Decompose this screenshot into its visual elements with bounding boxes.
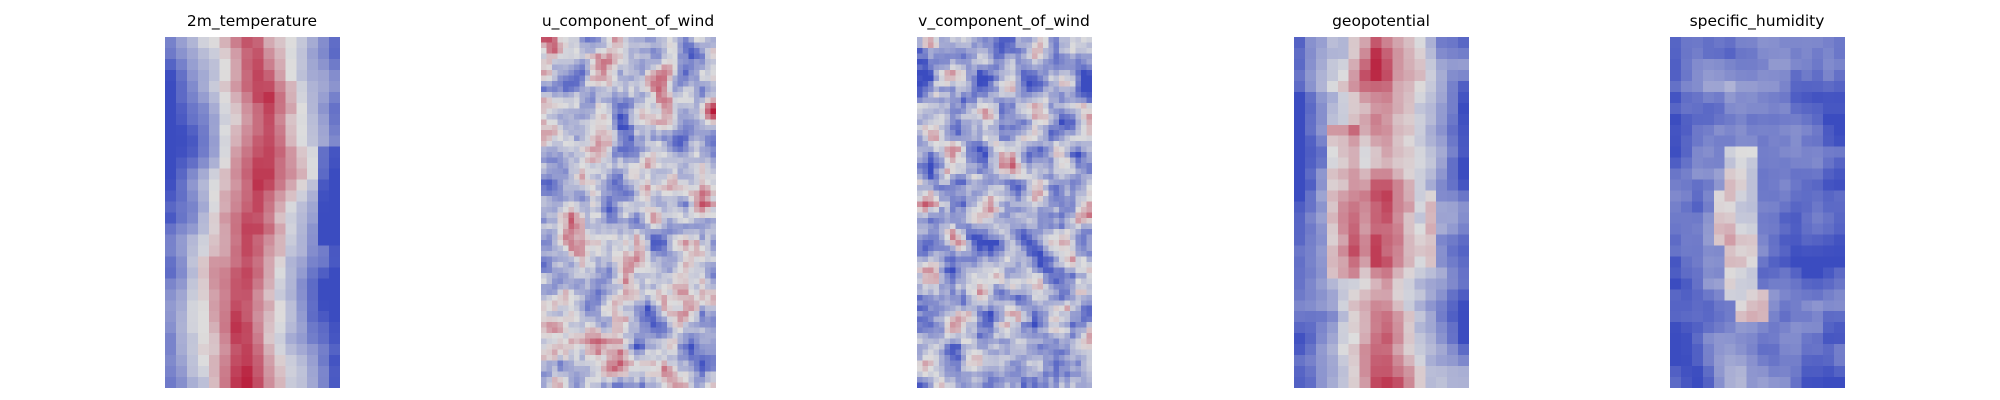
panel-title: geopotential <box>1332 12 1430 30</box>
panel-title: 2m_temperature <box>186 12 318 30</box>
panel-title: v_component_of_wind <box>918 12 1090 30</box>
heatmap-panel-u-component-of-wind: u_component_of_wind <box>498 0 758 400</box>
heatmap-image <box>917 37 1092 388</box>
heatmap-panel-specific-humidity: specific_humidity <box>1627 0 1887 400</box>
heatmap-image <box>1670 37 1845 388</box>
heatmap-panel-v-component-of-wind: v_component_of_wind <box>874 0 1134 400</box>
heatmap-panel-geopotential: geopotential <box>1251 0 1511 400</box>
panel-title: specific_humidity <box>1689 12 1825 30</box>
heatmap-panel-2m-temperature: 2m_temperature <box>122 0 382 400</box>
heatmap-image <box>1294 37 1469 388</box>
heatmap-image <box>165 37 340 388</box>
heatmap-image <box>541 37 716 388</box>
panel-title: u_component_of_wind <box>541 12 715 30</box>
